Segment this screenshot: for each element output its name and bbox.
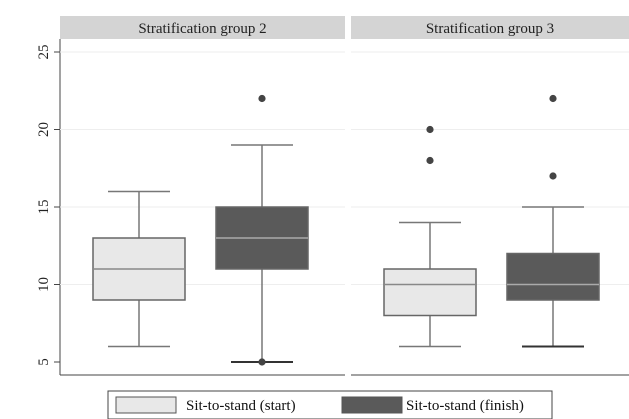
panel-title: Stratification group 2 (138, 21, 266, 37)
y-tick-label: 15 (36, 200, 52, 215)
legend-swatch (341, 396, 403, 414)
legend-label: Sit-to-stand (start) (186, 398, 296, 414)
box (383, 268, 477, 317)
box (506, 252, 600, 301)
legend-label: Sit-to-stand (finish) (406, 398, 524, 414)
panel-title: Stratification group 3 (426, 21, 554, 37)
panel-header (60, 16, 345, 39)
outlier-point (549, 94, 557, 103)
y-tick-label: 5 (36, 358, 52, 366)
outlier-point (258, 94, 266, 103)
panel-header (351, 16, 629, 39)
y-tick-label: 25 (36, 45, 52, 60)
y-tick-label: 20 (36, 122, 52, 137)
legend-box (107, 390, 553, 419)
outlier-point (549, 172, 557, 180)
outlier-point (426, 125, 434, 134)
outlier-point (258, 358, 266, 366)
outlier-point (426, 156, 434, 165)
legend-swatch (115, 396, 177, 414)
y-tick-label: 10 (36, 277, 52, 292)
